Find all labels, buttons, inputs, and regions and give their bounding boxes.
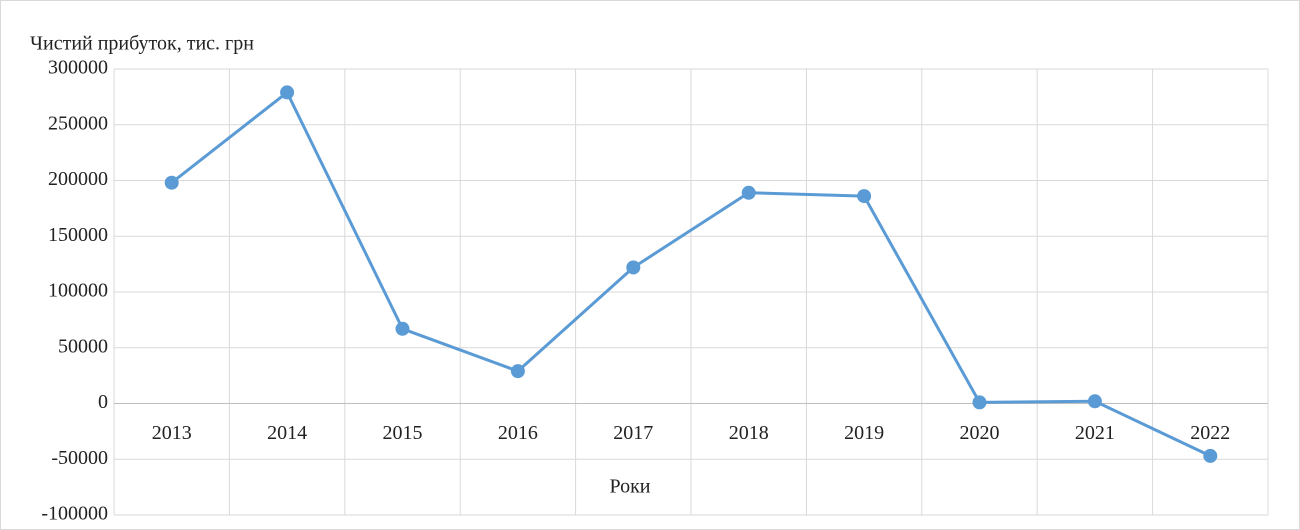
x-tick-label: 2018: [729, 422, 769, 444]
point: [280, 85, 295, 100]
point: [1203, 448, 1218, 463]
point: [741, 185, 756, 200]
point: [626, 260, 641, 275]
y-tick-label: 150000: [48, 224, 108, 246]
y-tick-label: 200000: [48, 168, 108, 190]
y-tick-label: -50000: [51, 447, 108, 469]
x-tick-label: 2015: [383, 422, 423, 444]
x-tick-label: 2020: [960, 422, 1000, 444]
x-tick-label: 2022: [1190, 422, 1230, 444]
point: [857, 189, 872, 204]
x-tick-label: 2014: [267, 422, 307, 444]
y-tick-label: -100000: [41, 503, 108, 525]
x-tick-label: 2021: [1075, 422, 1115, 444]
x-tick-label: 2013: [152, 422, 192, 444]
x-axis-title: Роки: [609, 476, 650, 498]
y-tick-label: 250000: [48, 112, 108, 134]
y-tick-label: 50000: [58, 335, 108, 357]
x-tick-label: 2016: [498, 422, 538, 444]
point: [510, 364, 525, 379]
point: [164, 175, 179, 190]
x-tick-label: 2019: [844, 422, 884, 444]
series-line: [170, 90, 1211, 458]
x-tick-label: 2017: [613, 422, 653, 444]
point: [395, 321, 410, 336]
point: [972, 395, 987, 410]
y-tick-label: 300000: [48, 57, 108, 79]
point: [1087, 394, 1102, 409]
y-axis-title: Чистий прибуток, тис. грн: [30, 33, 254, 55]
y-tick-label: 0: [98, 391, 108, 413]
y-tick-label: 100000: [48, 280, 108, 302]
